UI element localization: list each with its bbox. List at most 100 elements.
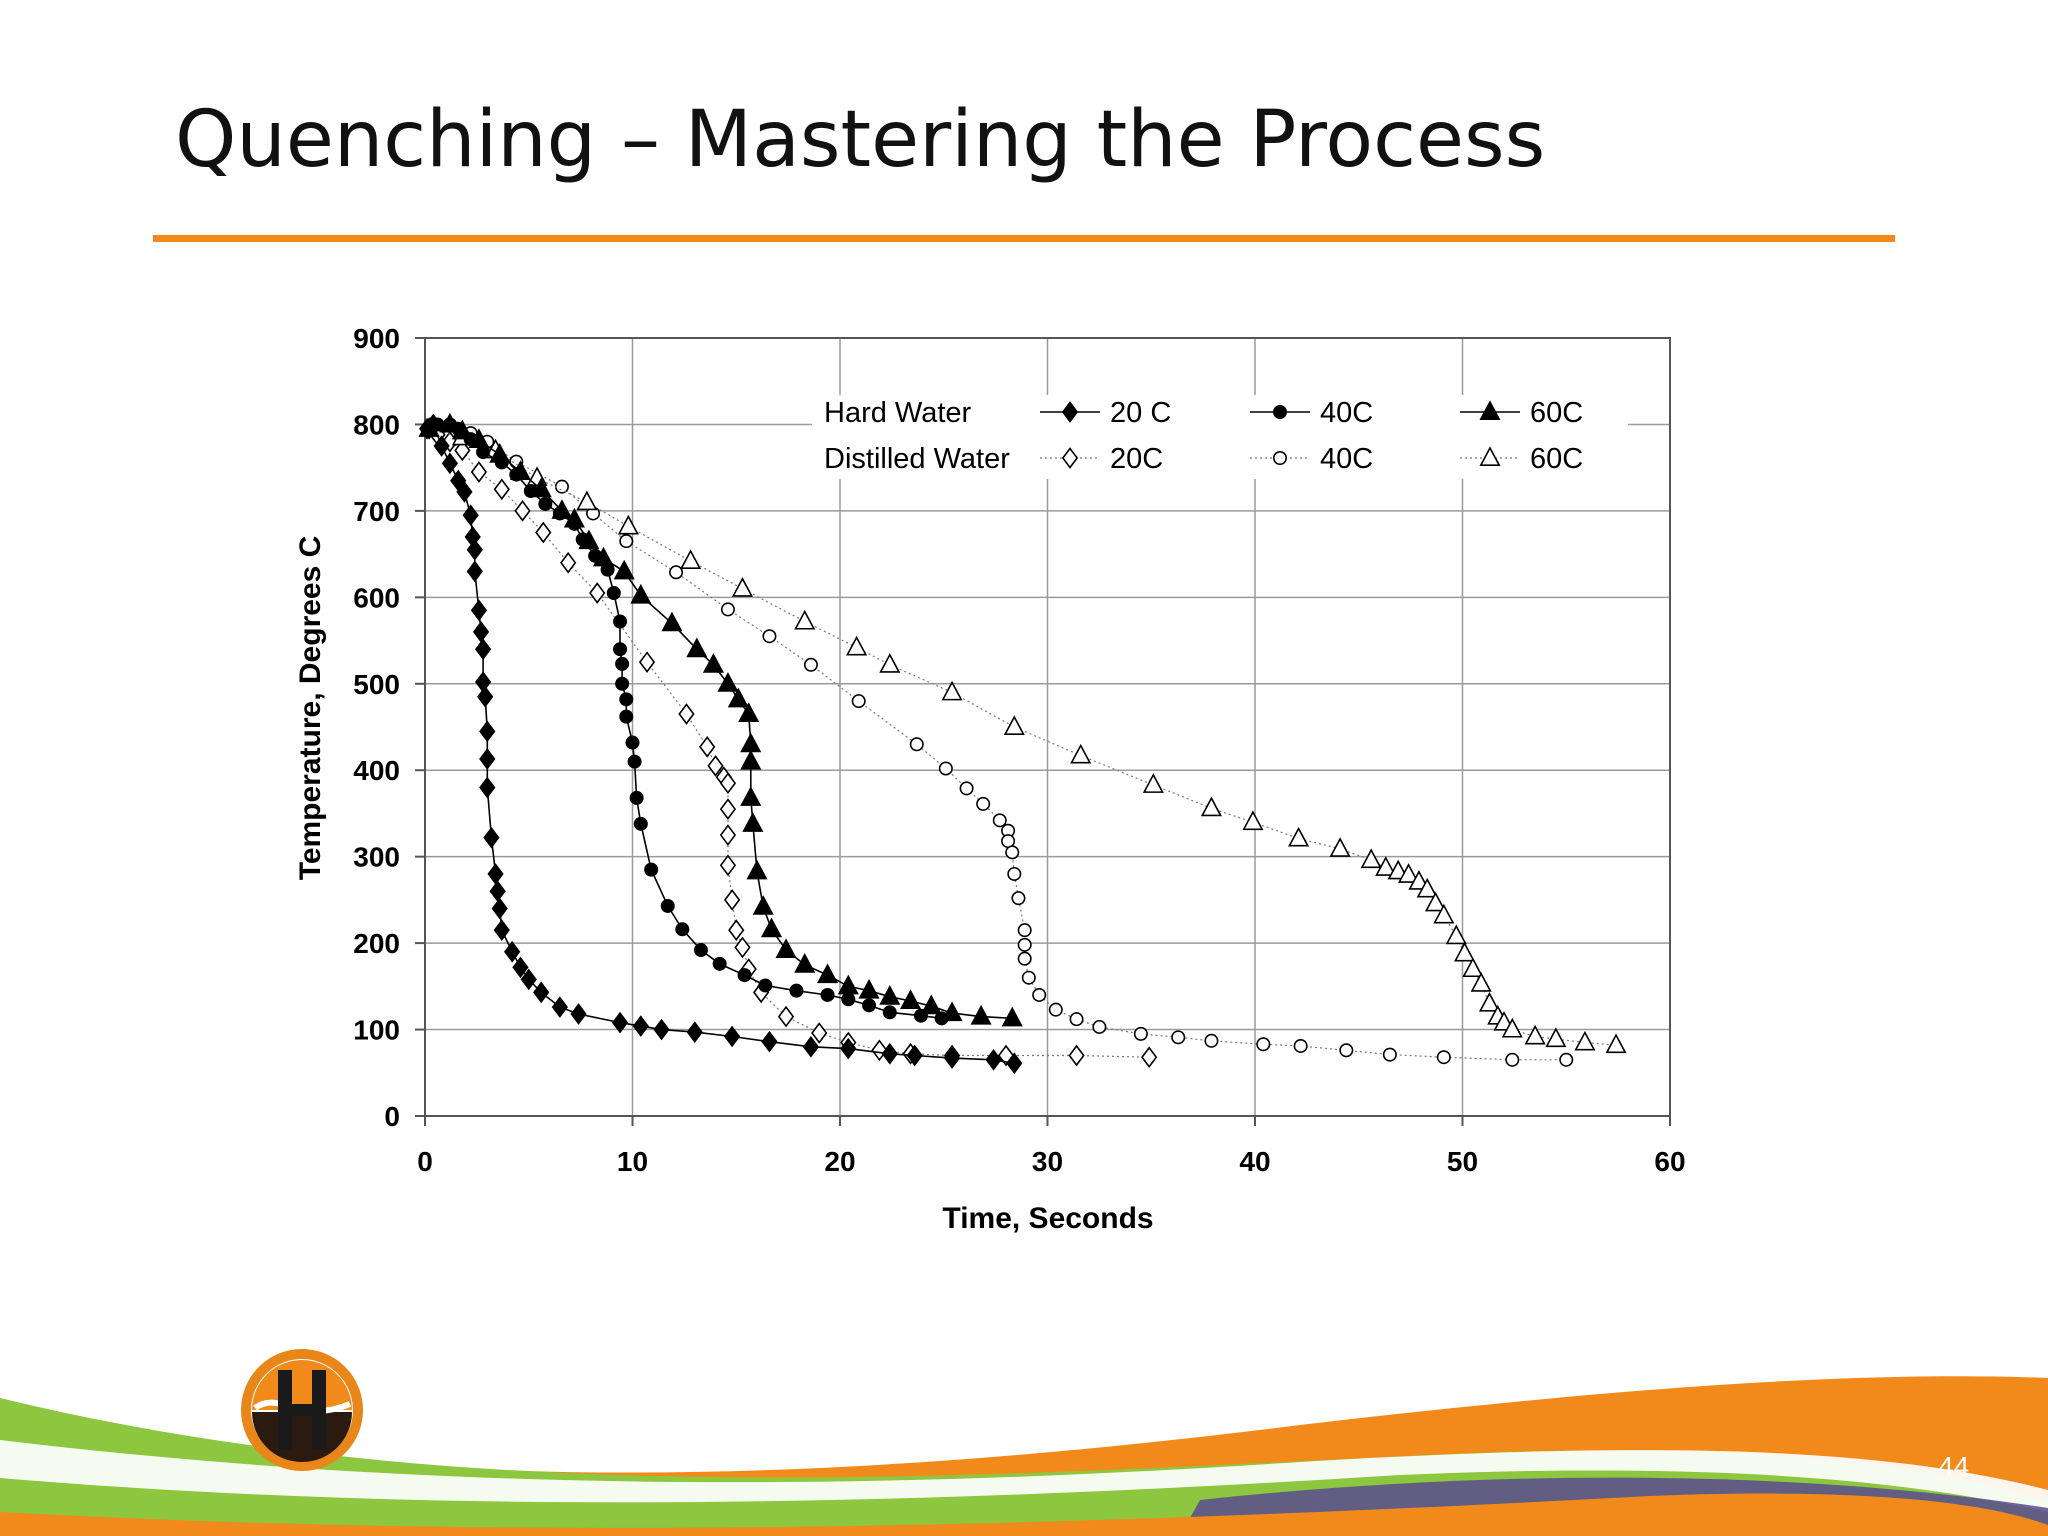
x-axis-label: Time, Seconds	[942, 1202, 1153, 1235]
series-distilled-60c	[418, 417, 1627, 1054]
data-point	[493, 478, 510, 501]
data-point	[941, 1001, 963, 1022]
data-point	[1048, 1002, 1063, 1017]
data-point	[470, 461, 488, 483]
logo-top-half	[252, 1360, 352, 1410]
data-point	[619, 709, 634, 724]
data-point	[1360, 848, 1382, 869]
data-point	[1200, 796, 1222, 817]
data-point	[520, 968, 537, 991]
legend-marker	[1061, 447, 1079, 469]
data-point	[740, 732, 762, 753]
logo-h-bar	[278, 1404, 326, 1416]
data-point	[1171, 1030, 1186, 1045]
y-tick-label: 100	[353, 1015, 400, 1046]
data-point	[661, 611, 683, 632]
data-point	[920, 994, 942, 1015]
data-point	[638, 651, 656, 674]
data-point	[1005, 845, 1020, 860]
series-hard-60c	[418, 412, 1023, 1027]
slide-title: Quenching – Mastering the Process	[175, 95, 1546, 185]
data-point	[615, 676, 630, 691]
legend-marker	[1479, 446, 1501, 467]
data-point	[1017, 951, 1032, 966]
data-point	[803, 657, 818, 672]
data-point	[693, 943, 708, 958]
data-point	[1524, 1024, 1546, 1045]
y-tick-label: 900	[353, 323, 400, 354]
data-point	[1436, 1050, 1451, 1065]
data-point	[938, 761, 953, 776]
data-point	[441, 452, 459, 475]
data-point	[1017, 923, 1032, 938]
data-point	[592, 546, 614, 567]
data-point	[1021, 970, 1036, 985]
data-point	[1242, 810, 1264, 831]
data-point	[742, 812, 764, 832]
data-point	[775, 938, 797, 959]
data-point	[727, 687, 749, 708]
chart-axis-ticks: 0 10 20 30 40 50 60010020030040050060070080090…	[353, 323, 1685, 1177]
data-point	[489, 443, 511, 463]
footer-wave-decoration	[0, 1376, 2048, 1536]
data-point	[846, 635, 868, 656]
data-point	[1382, 1047, 1397, 1062]
data-point	[514, 500, 531, 522]
data-point	[737, 968, 752, 983]
chart-series-layer	[418, 412, 1627, 1075]
data-point	[992, 813, 1007, 828]
data-point	[760, 917, 783, 938]
legend-entry-label: 20 C	[1110, 397, 1171, 429]
legend-row-label: Distilled Water	[824, 443, 1010, 475]
data-point	[1293, 1038, 1308, 1053]
data-point	[900, 989, 922, 1010]
data-point	[1559, 1052, 1574, 1067]
data-point	[1288, 826, 1310, 847]
series-line	[428, 423, 942, 1020]
data-point	[820, 987, 835, 1002]
data-point	[970, 1004, 992, 1025]
data-point	[512, 956, 529, 979]
data-point	[686, 637, 708, 658]
data-point	[1068, 1044, 1085, 1067]
data-point	[504, 940, 521, 963]
data-point	[611, 1011, 629, 1034]
data-point	[1069, 1012, 1084, 1027]
data-point	[1001, 1006, 1023, 1027]
data-point	[1445, 924, 1467, 945]
data-point	[680, 549, 702, 570]
data-point	[479, 748, 496, 770]
data-point	[669, 565, 684, 580]
data-point	[629, 790, 644, 805]
data-point	[1003, 715, 1025, 736]
legend-entry-label: 60C	[1530, 397, 1583, 429]
data-point	[959, 781, 974, 796]
data-point	[483, 826, 500, 849]
data-point	[851, 694, 866, 709]
data-point	[702, 653, 724, 673]
data-point	[1605, 1033, 1627, 1054]
data-point	[728, 919, 745, 941]
y-tick-label: 700	[353, 496, 400, 527]
data-point	[1416, 877, 1438, 898]
title-divider	[153, 235, 1895, 242]
data-point	[762, 629, 777, 644]
data-point	[719, 824, 737, 846]
data-point	[1070, 743, 1092, 764]
data-point	[678, 703, 695, 725]
data-point	[578, 529, 600, 550]
data-point	[879, 653, 901, 673]
data-point	[493, 919, 510, 941]
page-number: 44	[1938, 1451, 1970, 1482]
data-point	[487, 863, 504, 885]
data-point	[881, 1042, 898, 1065]
data-point	[589, 582, 606, 604]
data-point	[719, 854, 737, 877]
legend-entry-label: 40C	[1320, 397, 1373, 429]
data-point	[985, 1048, 1002, 1071]
data-point	[719, 772, 737, 795]
data-point	[551, 499, 573, 519]
data-point	[731, 576, 754, 597]
data-point	[625, 735, 640, 750]
data-point	[466, 538, 483, 561]
